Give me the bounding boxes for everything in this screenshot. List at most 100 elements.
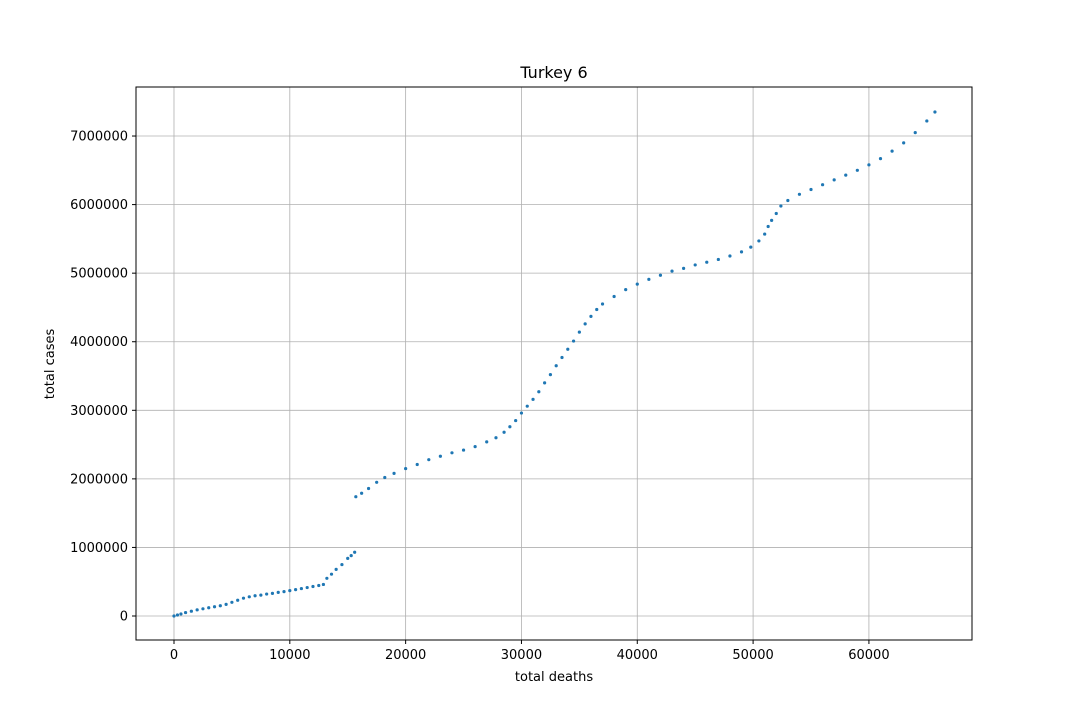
point: [647, 277, 651, 281]
point: [624, 288, 628, 292]
x-tick-label: 0: [170, 648, 178, 663]
point: [635, 282, 639, 286]
point: [224, 602, 228, 606]
point: [670, 269, 674, 273]
point: [571, 339, 576, 343]
point: [844, 173, 848, 177]
point: [241, 596, 246, 600]
x-tick-label: 30000: [501, 648, 542, 663]
point: [716, 257, 720, 262]
point: [820, 183, 825, 187]
point: [925, 119, 929, 123]
point: [757, 239, 761, 243]
y-tick-label: 0: [120, 610, 128, 625]
point: [913, 130, 917, 135]
point: [890, 149, 894, 153]
x-tick-label: 50000: [732, 648, 773, 663]
point: [589, 314, 593, 318]
point: [404, 466, 408, 471]
point: [288, 589, 292, 593]
point: [797, 192, 802, 196]
point: [340, 562, 344, 567]
point: [354, 495, 358, 499]
point: [867, 163, 871, 167]
point: [566, 347, 570, 351]
point: [346, 556, 350, 561]
point: [560, 355, 564, 360]
point: [438, 454, 442, 458]
point: [321, 582, 325, 587]
x-tick-label: 60000: [848, 648, 889, 663]
point: [809, 187, 813, 192]
y-tick-label: 1000000: [70, 541, 128, 556]
point: [334, 567, 338, 571]
point: [383, 475, 387, 480]
point: [325, 576, 329, 580]
point: [537, 390, 541, 394]
point: [728, 254, 732, 258]
point: [502, 430, 506, 434]
point: [294, 588, 298, 592]
x-tick-label: 20000: [385, 648, 426, 663]
y-tick-label: 2000000: [70, 472, 128, 487]
point: [485, 440, 489, 444]
y-tick-label: 4000000: [70, 335, 128, 350]
chart-title: Turkey 6: [519, 63, 587, 82]
point: [276, 590, 280, 594]
plot-frame: [135, 86, 973, 641]
point: [514, 418, 518, 423]
point: [855, 168, 859, 172]
point: [749, 245, 753, 249]
point: [531, 397, 535, 401]
point: [427, 458, 431, 462]
point: [366, 486, 371, 491]
point: [612, 294, 616, 299]
point: [878, 157, 883, 161]
point: [902, 141, 906, 145]
point: [311, 584, 315, 589]
point: [693, 263, 697, 267]
point: [770, 218, 774, 222]
x-tick-label: 10000: [269, 648, 310, 663]
point: [600, 302, 605, 306]
point: [247, 595, 251, 599]
point: [682, 266, 686, 270]
point: [212, 605, 217, 609]
point: [175, 613, 180, 617]
point: [933, 110, 937, 114]
point: [786, 198, 790, 203]
point: [461, 448, 466, 452]
y-tick-label: 5000000: [70, 267, 128, 282]
point: [305, 585, 309, 590]
point: [774, 211, 778, 216]
y-axis-label: total cases: [43, 329, 58, 400]
point: [577, 330, 581, 334]
point: [779, 204, 783, 208]
point: [299, 586, 303, 591]
y-tick-label: 6000000: [70, 198, 128, 213]
point: [658, 273, 663, 277]
point: [183, 610, 188, 615]
point: [360, 491, 364, 495]
point: [329, 572, 334, 576]
point: [218, 604, 222, 608]
point: [525, 404, 529, 408]
point: [195, 608, 199, 612]
point: [766, 224, 770, 229]
point: [595, 307, 599, 312]
point: [508, 425, 512, 429]
point: [265, 592, 269, 596]
point: [375, 480, 379, 484]
point: [705, 260, 709, 264]
y-tick-label: 7000000: [70, 130, 128, 145]
point: [230, 600, 234, 604]
point: [473, 445, 477, 449]
y-tick-label: 3000000: [70, 404, 128, 419]
point: [392, 471, 396, 475]
point: [259, 593, 263, 597]
point: [548, 373, 553, 377]
point: [253, 594, 257, 598]
x-axis-label: total deaths: [515, 670, 593, 685]
